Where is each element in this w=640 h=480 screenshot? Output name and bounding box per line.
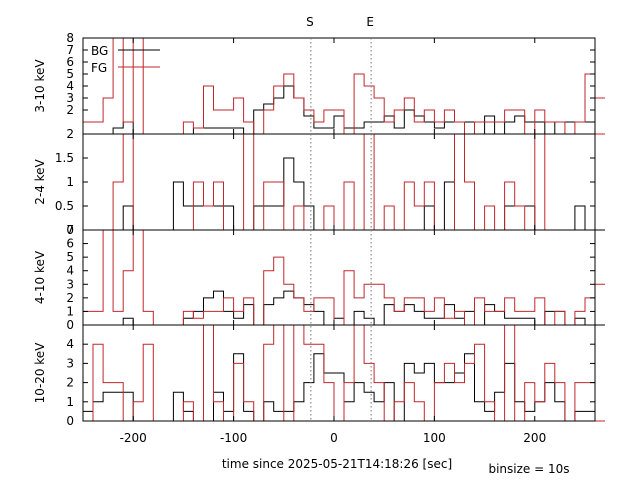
series-fg-panel-4 [83,324,605,422]
y-tick-label: 3 [66,356,74,370]
x-tick-label: 0 [330,431,338,445]
y-tick-label: 6 [66,55,74,69]
y-tick-label: 5 [66,67,74,81]
x-tick-label: -200 [120,431,147,445]
y-tick-label: 0.5 [55,199,74,213]
panel-y-axis-label: 3-10 keV [33,59,47,113]
y-tick-label: 7 [66,223,74,237]
y-tick-label: 6 [66,237,74,251]
y-tick-label-bottom: 2 [66,127,74,141]
legend-label-bg: BG [91,44,108,58]
series-fg-panel-3 [83,229,605,326]
y-tick-label-bottom: 0 [66,414,74,428]
y-tick-label: 7 [66,43,74,57]
binsize-label: binsize = 10s [488,462,569,476]
marker-label-e: E [366,15,374,29]
panel-y-axis-label: 10-20 keV [33,342,47,404]
legend: BG FG [91,44,160,75]
panel-frame-1 [82,37,596,135]
y-tick-label: 2 [66,291,74,305]
panel-frame-4 [82,324,596,422]
y-tick-label: 2 [66,103,74,117]
y-tick-label: 3 [66,91,74,105]
x-tick-label: 100 [423,431,446,445]
x-axis: -200 -100 0 100 200 [120,431,547,445]
y-tick-label: 5 [66,250,74,264]
marker-label-s: S [306,15,314,29]
y-tick-label: 1 [66,304,74,318]
y-tick-label-bottom: 0 [66,318,74,332]
x-tick-label: 200 [523,431,546,445]
series-fg-panel-1 [83,37,605,135]
panel-frame-2 [82,133,596,231]
x-tick-label: -100 [220,431,247,445]
panel-4: 1 2 3 4 0 10-20 keV [33,324,605,428]
y-tick-label: 3 [66,277,74,291]
panel-2: 0.5 1 1.5 0 2-4 keV [33,133,605,237]
y-tick-label: 4 [66,264,74,278]
y-tick-label: 1 [66,175,74,189]
series-fg-panel-2 [83,133,605,231]
y-tick-label-bottom: 0 [66,223,74,237]
y-tick-label: 4 [66,337,74,351]
series-bg-panel-4 [83,353,605,422]
panel-frame-3 [82,229,596,326]
panel-y-axis-label: 4-10 keV [33,250,47,304]
y-tick-label: 8 [66,31,74,45]
legend-label-fg: FG [91,61,107,75]
y-tick-label: 2 [66,376,74,390]
x-axis-label: time since 2025-05-21T14:18:26 [sec] [222,457,452,471]
panel-y-axis-label: 2-4 keV [33,158,47,204]
y-tick-label: 4 [66,79,74,93]
y-tick-label: 1 [66,395,74,409]
y-tick-label: 1.5 [55,151,74,165]
